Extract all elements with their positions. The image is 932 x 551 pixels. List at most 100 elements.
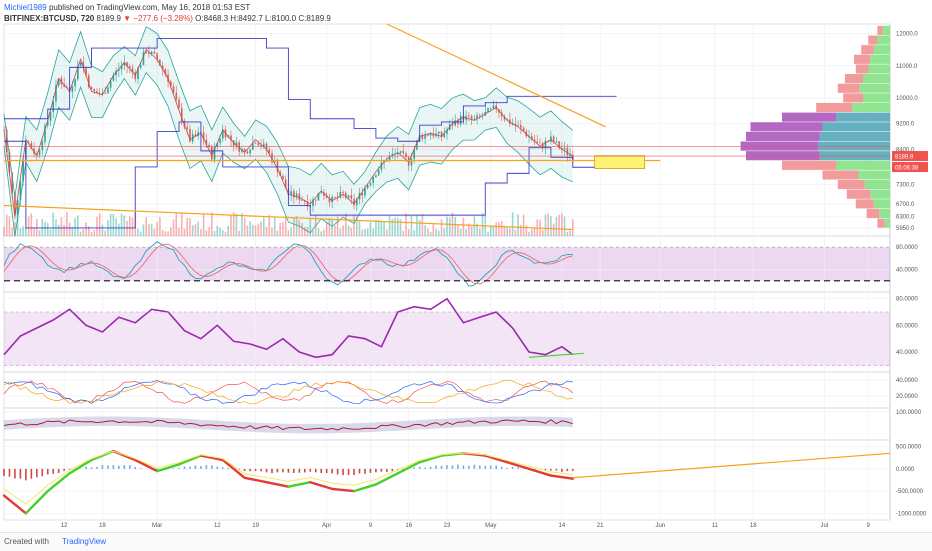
volume-profile-sell [816,103,852,112]
volume-profile-buy [874,199,890,208]
volume-bar [394,218,396,236]
volume-profile-sell [838,180,865,189]
volume-bar [173,219,175,236]
x-tick-label: Jun [655,523,665,529]
macd-histogram-bar [31,469,33,479]
macd-histogram-bar [424,468,426,469]
volume-bar [465,229,467,236]
volume-bar [318,228,320,236]
x-tick-label: 19 [252,523,259,529]
volume-profile-sell [843,93,863,102]
macd-histogram-bar [156,469,158,470]
x-tick-label: May [485,523,496,529]
volume-bar [411,216,413,236]
y-tick-label: 60.0000 [896,323,918,329]
volume-profile-sell [854,55,870,64]
volume-bar [408,229,410,236]
macd-histogram-bar [249,469,251,471]
volume-profile-buy [865,180,890,189]
volume-profile-buy [859,170,891,179]
volume-profile-buy [818,141,890,150]
macd-histogram-bar [419,467,421,469]
x-tick-label: Apr [322,523,331,529]
volume-bar [556,217,558,236]
volume-bar [460,229,462,236]
volume-bar [129,216,131,236]
volume-bar [474,216,476,236]
volume-bar [495,222,497,236]
volume-bar [247,225,249,236]
macd-histogram-bar [364,469,366,474]
macd-histogram-bar [211,465,213,469]
volume-bar [323,230,325,236]
volume-bar [11,227,13,236]
volume-bar [441,219,443,236]
volume-bar [279,223,281,236]
volume-bar [419,220,421,236]
last-price-label: 8189.9 [895,155,914,161]
y-tick-label: 500.0000 [896,445,922,451]
volume-bar [413,230,415,236]
volume-bar [449,217,451,236]
volume-bar [517,214,519,236]
volume-bar [124,215,126,236]
volume-bar [252,225,254,236]
volume-bar [482,213,484,236]
volume-bar [3,227,5,236]
volume-bar [121,214,123,236]
volume-bar [438,231,440,236]
volume-bar [547,214,549,236]
volume-bar [427,228,429,236]
volume-profile-sell [746,151,820,160]
volume-bar [148,224,150,236]
volume-bar [80,232,82,236]
macd-histogram-bar [47,469,49,475]
y-tick-label: 6700.0 [896,202,915,208]
y-tick-label: 9200.0 [896,122,915,128]
macd-histogram-bar [359,469,361,473]
volume-bar [74,218,76,236]
volume-bar [145,217,147,236]
volume-bar [567,232,569,236]
volume-profile-buy [879,209,890,218]
macd-histogram-bar [572,469,574,471]
volume-profile-buy [883,26,890,35]
volume-bar [206,230,208,236]
volume-bar [39,230,41,236]
volume-bar [531,229,533,236]
tradingview-logo-link[interactable]: TradingView [62,537,106,546]
macd-histogram-bar [446,465,448,469]
x-tick-label: 11 [712,523,719,529]
volume-bar [151,224,153,236]
volume-bar [83,229,85,236]
volume-bar [479,229,481,236]
volume-profile-buy [852,103,890,112]
volume-bar [47,223,49,236]
volume-profile-buy [874,45,890,54]
macd-histogram-bar [222,467,224,469]
volume-bar [132,218,134,236]
macd-histogram-bar [173,468,175,469]
volume-bar [77,215,79,236]
y-tick-label: 12000.0 [896,32,918,38]
x-tick-label: 9 [866,523,870,529]
volume-bar [236,214,238,236]
macd-histogram-bar [501,467,503,469]
volume-bar [110,214,112,236]
volume-bar [490,226,492,236]
footer: Created with TradingView [0,532,932,551]
macd-histogram-bar [3,469,5,476]
macd-line-segment [4,496,26,514]
macd-histogram-bar [392,469,394,471]
volume-bar [219,228,221,236]
macd-line-segment [420,456,442,463]
macd-histogram-bar [484,466,486,469]
volume-profile-sell [823,170,859,179]
volume-bar [288,230,290,236]
macd-histogram-bar [140,468,142,469]
macd-histogram-bar [320,469,322,473]
x-tick-label: 14 [559,523,566,529]
volume-bar [422,214,424,236]
volume-bar [241,213,243,236]
